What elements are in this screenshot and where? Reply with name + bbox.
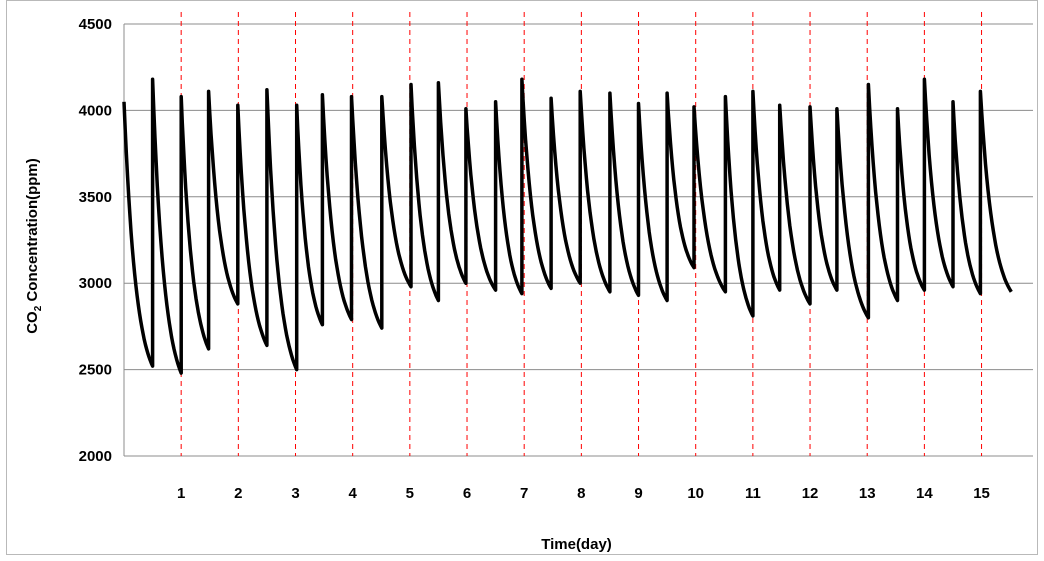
x-tick-label: 12 — [802, 485, 819, 502]
y-tick-label: 3500 — [79, 189, 112, 206]
y-tick-label: 2000 — [79, 448, 112, 465]
chart-frame: 2000 2500 3000 3500 4000 4500 1 2 3 4 5 6 7 8 9 10 11 12… — [6, 0, 1038, 555]
y-axis-title-prefix: CO — [24, 311, 41, 334]
x-tick-label: 6 — [463, 485, 471, 502]
x-tick-label: 11 — [745, 485, 761, 502]
y-axis-title-suffix: Concentration(ppm) — [24, 158, 41, 306]
x-tick-label: 15 — [973, 485, 990, 502]
series-layer — [122, 77, 1013, 375]
x-tick-label: 13 — [859, 485, 876, 502]
x-tick-label: 9 — [634, 485, 642, 502]
y-tick-label: 4000 — [79, 102, 112, 119]
y-tick-label: 4500 — [79, 16, 112, 33]
y-tick-label: 2500 — [79, 362, 112, 379]
y-axis-title: CO2 Concentration(ppm) — [24, 158, 44, 334]
x-tick-label: 3 — [291, 485, 299, 502]
x-tick-label: 10 — [687, 485, 704, 502]
x-tick-label: 14 — [916, 485, 933, 502]
y-axis-title-subscript: 2 — [33, 305, 44, 311]
x-tick-labels: 1 2 3 4 5 6 7 8 9 10 11 12 13 14 15 — [177, 485, 990, 502]
x-tick-label: 2 — [234, 485, 242, 502]
x-tick-label: 5 — [406, 485, 414, 502]
x-axis-title: Time(day) — [541, 536, 612, 553]
series-line-0 — [122, 77, 1013, 375]
x-tick-label: 4 — [349, 485, 358, 502]
x-tick-label: 7 — [520, 485, 528, 502]
y-tick-label: 3000 — [79, 275, 112, 292]
y-tick-labels: 2000 2500 3000 3500 4000 4500 — [79, 16, 112, 465]
x-tick-label: 8 — [577, 485, 585, 502]
x-tick-label: 1 — [177, 485, 185, 502]
